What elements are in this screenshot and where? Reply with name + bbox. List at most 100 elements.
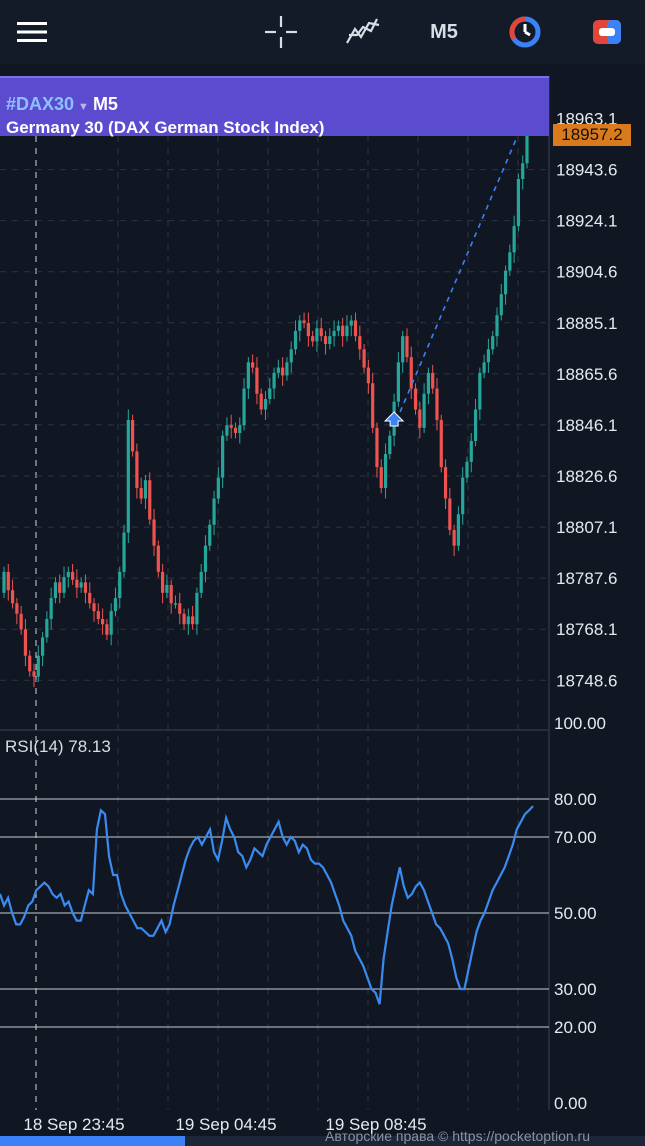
instrument-header[interactable]: #DAX30 ▼ M5 Germany 30 (DAX German Stock I… [0, 76, 549, 137]
candle [358, 325, 362, 360]
candle [165, 574, 169, 599]
candle [100, 608, 105, 635]
candle [75, 569, 79, 599]
candle [336, 320, 340, 337]
rsi-axis-label: 30.00 [554, 980, 597, 999]
candle [195, 587, 199, 635]
candle [178, 592, 182, 625]
time-axis-label: 18 Sep 23:45 [23, 1115, 124, 1134]
instrument-title: #DAX30 ▼ M5 [6, 94, 118, 115]
candle [353, 312, 358, 342]
candle [246, 357, 250, 400]
candle [40, 632, 45, 667]
candle [268, 378, 272, 405]
candle [92, 598, 96, 622]
candle [143, 474, 148, 510]
candle [422, 383, 426, 434]
copyright-text: Авторские права © https://pocketoption.r… [325, 1128, 590, 1144]
timer-icon[interactable] [500, 8, 550, 56]
candle [503, 265, 508, 305]
indicators-icon[interactable] [338, 8, 388, 56]
candle [45, 611, 49, 643]
candle [148, 472, 152, 525]
candle [521, 155, 525, 190]
candle [88, 582, 92, 609]
price-axis-label: 18943.6 [556, 161, 617, 180]
candle [66, 566, 70, 588]
candle [36, 645, 40, 682]
candle [221, 430, 225, 489]
buy-arrow-icon[interactable] [383, 411, 405, 427]
candle [383, 443, 388, 499]
chart-area[interactable]: 18963.1 18943.6 18924.1 18904.6 18885.1 18865… [0, 64, 645, 1146]
candle [173, 595, 178, 609]
price-axis-label: 18865.6 [556, 365, 617, 384]
candle [212, 490, 216, 536]
price-axis-label: 18885.1 [556, 314, 617, 333]
candle [465, 456, 469, 483]
candle [83, 574, 88, 604]
instrument-name: Germany 30 (DAX German Stock Index) [6, 118, 325, 137]
price-axis-label: 18904.6 [556, 263, 617, 282]
candle [396, 351, 400, 407]
candle [345, 315, 349, 342]
candle [10, 579, 15, 609]
candle [109, 603, 113, 646]
candle [255, 357, 259, 405]
candle [302, 312, 306, 329]
candle [156, 540, 160, 578]
candle [272, 367, 276, 400]
candle [478, 367, 482, 420]
candle [409, 346, 413, 400]
candle [152, 509, 156, 557]
candle [298, 315, 302, 342]
bottom-tab-active[interactable] [0, 1136, 185, 1146]
candle [452, 524, 456, 557]
hamburger-menu-icon[interactable] [6, 8, 58, 56]
candle [126, 409, 130, 544]
candle [199, 564, 203, 599]
candle [371, 372, 375, 434]
candle [2, 566, 6, 599]
rsi-line [0, 805, 534, 1005]
candle [388, 430, 392, 460]
crosshair-icon[interactable] [256, 8, 306, 56]
candle [79, 577, 83, 593]
trades-icon[interactable] [582, 8, 632, 56]
candle [401, 330, 405, 373]
candle [203, 535, 208, 583]
candle [62, 566, 66, 599]
candle [233, 422, 238, 439]
price-axis-label: 18787.6 [556, 569, 617, 588]
candle [15, 598, 19, 625]
time-axis-label: 19 Sep 04:45 [175, 1115, 276, 1134]
candle [516, 173, 521, 232]
candle [186, 608, 190, 635]
candle [332, 320, 336, 347]
candle [306, 312, 310, 347]
candle [23, 619, 28, 667]
candle [461, 467, 465, 525]
rsi-axis-label: 70.00 [554, 828, 597, 847]
symbol-label: #DAX30 [6, 94, 75, 114]
candle [413, 383, 418, 415]
candle [259, 388, 263, 415]
candle [251, 354, 255, 373]
candle [28, 650, 32, 677]
candle [169, 579, 173, 614]
candle [443, 459, 448, 510]
candle [182, 608, 186, 630]
rsi-axis-label: 80.00 [554, 790, 597, 809]
candle [486, 338, 491, 373]
candle [473, 399, 478, 447]
price-axis-label: 18768.1 [556, 620, 617, 639]
candle [491, 330, 495, 355]
timeframe-button[interactable]: M5 [418, 8, 470, 56]
candle [105, 619, 109, 640]
candle [418, 401, 422, 439]
candle [19, 605, 23, 635]
candle [435, 378, 439, 431]
candle [229, 414, 233, 439]
candle [315, 320, 319, 352]
candle [366, 359, 370, 394]
